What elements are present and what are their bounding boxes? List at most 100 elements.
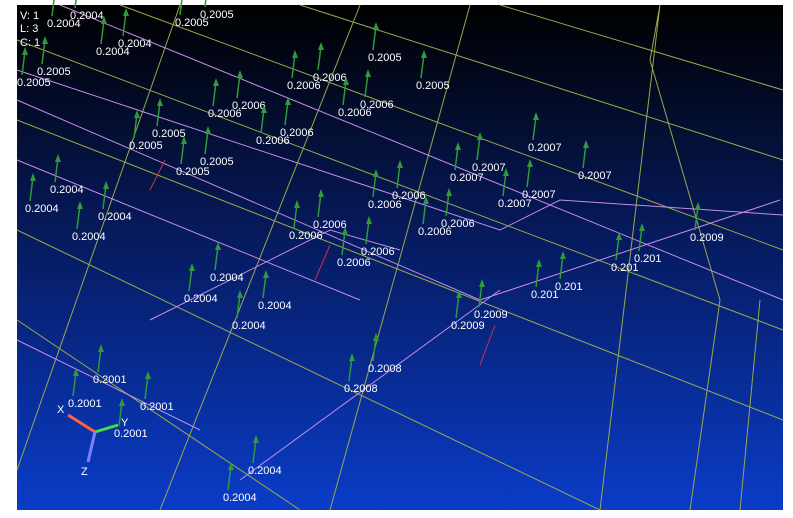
load-arrow-head (285, 97, 291, 105)
load-arrow-head (455, 142, 461, 150)
load-arrow-head (695, 202, 701, 210)
load-arrow-head (343, 77, 349, 85)
load-arrow-head (365, 69, 371, 77)
load-arrow-head (42, 36, 48, 44)
result-label: 0.2006 (232, 100, 266, 112)
result-label: 0.2008 (344, 383, 378, 395)
load-arrow-head (366, 216, 372, 224)
load-arrow-head (318, 42, 324, 50)
load-arrow-head (253, 435, 259, 443)
result-label: 0.2004 (258, 300, 292, 312)
load-arrow-head (213, 78, 219, 86)
load-arrow-head (119, 398, 125, 406)
load-arrow-head (373, 22, 379, 30)
result-label: 0.2004 (248, 465, 282, 477)
load-arrow-head (349, 353, 355, 361)
load-arrow (74, 0, 77, 9)
result-label: 0.2006 (337, 257, 371, 269)
result-label: 0.2001 (93, 374, 127, 386)
load-arrow-head (423, 196, 429, 204)
load-arrow-head (205, 126, 211, 134)
result-label: 0.2004 (47, 18, 81, 30)
result-label: 0.2007 (578, 170, 612, 182)
load-arrow-head (446, 188, 452, 196)
result-label: 0.2007 (528, 142, 562, 154)
result-label: 0.2004 (232, 320, 266, 332)
load-arrow-head (189, 263, 195, 271)
load-arrow-head (373, 333, 379, 341)
load-arrow-head (373, 169, 379, 177)
result-label: 0.2005 (368, 52, 402, 64)
load-arrow (204, 0, 207, 8)
result-label: 0.2004 (25, 203, 59, 215)
result-label: 0.2005 (17, 77, 51, 89)
result-label: 0.2005 (175, 17, 209, 29)
result-label: 0.2009 (690, 232, 724, 244)
result-label: 0.2001 (114, 428, 148, 440)
load-arrow-head (294, 200, 300, 208)
result-label: 0.2004 (98, 211, 132, 223)
load-arrow-head (237, 290, 243, 298)
result-label: 0.2004 (223, 492, 257, 504)
result-label: 0.2005 (200, 156, 234, 168)
load-arrow-head (583, 140, 589, 148)
result-label: 0.2004 (118, 38, 152, 50)
result-label: 0.2006 (313, 72, 347, 84)
result-label: 0.201 (611, 262, 639, 274)
result-label: 0.2007 (522, 189, 556, 201)
load-arrow-head (261, 105, 267, 113)
result-label: 0.2007 (472, 162, 506, 174)
result-label: 0.2005 (152, 128, 186, 140)
axis-y (94, 423, 119, 434)
result-label: 0.201 (531, 289, 559, 301)
load-arrow-head (101, 16, 107, 24)
load-arrow-head (145, 371, 151, 379)
status-case: C: 1 (20, 37, 40, 49)
load-arrow-head (30, 173, 36, 181)
result-label: 0.2006 (208, 108, 242, 120)
result-label: 0.201 (634, 253, 662, 265)
result-label: 0.2006 (338, 107, 372, 119)
load-arrow-head (55, 154, 61, 162)
axis-y-label: Y (121, 417, 129, 429)
load-arrow-head (215, 242, 221, 250)
load-arrow-head (123, 8, 129, 16)
result-label: 0.2006 (313, 219, 347, 231)
load-arrow-head (22, 47, 28, 55)
load-arrow-head (237, 70, 243, 78)
load-arrow-head (77, 201, 83, 209)
status-load: L: 3 (20, 23, 38, 35)
result-label: 0.2005 (176, 166, 210, 178)
load-arrow-head (292, 50, 298, 58)
load-arrow-head (560, 251, 566, 259)
axis-z (86, 431, 97, 463)
result-label: 0.2009 (474, 309, 508, 321)
result-label: 0.2005 (37, 66, 71, 78)
axis-z-label: Z (81, 466, 88, 478)
result-label: 0.2009 (451, 320, 485, 332)
load-arrow-head (181, 136, 187, 144)
result-label: 0.2004 (50, 184, 84, 196)
result-label: 0.2006 (361, 246, 395, 258)
load-arrow-head (318, 189, 324, 197)
load-arrow-head (421, 50, 427, 58)
result-label: 0.2001 (68, 398, 102, 410)
load-arrow-head (527, 159, 533, 167)
load-arrow-head (228, 462, 234, 470)
result-label: 0.2005 (200, 9, 234, 21)
result-label: 0.2006 (368, 199, 402, 211)
result-label: 0.2006 (392, 190, 426, 202)
load-arrow-head (263, 270, 269, 278)
load-arrow-head (536, 259, 542, 267)
result-label: 0.2005 (416, 80, 450, 92)
load-arrow-head (456, 290, 462, 298)
axis-x-label: X (57, 404, 65, 416)
status-view: V: 1 (20, 10, 39, 22)
wireframe (16, 4, 784, 511)
load-arrow-head (479, 279, 485, 287)
load-arrow-head (503, 168, 509, 176)
load-arrow-head (639, 223, 645, 231)
result-label: 0.2008 (368, 363, 402, 375)
load-arrow-head (157, 98, 163, 106)
